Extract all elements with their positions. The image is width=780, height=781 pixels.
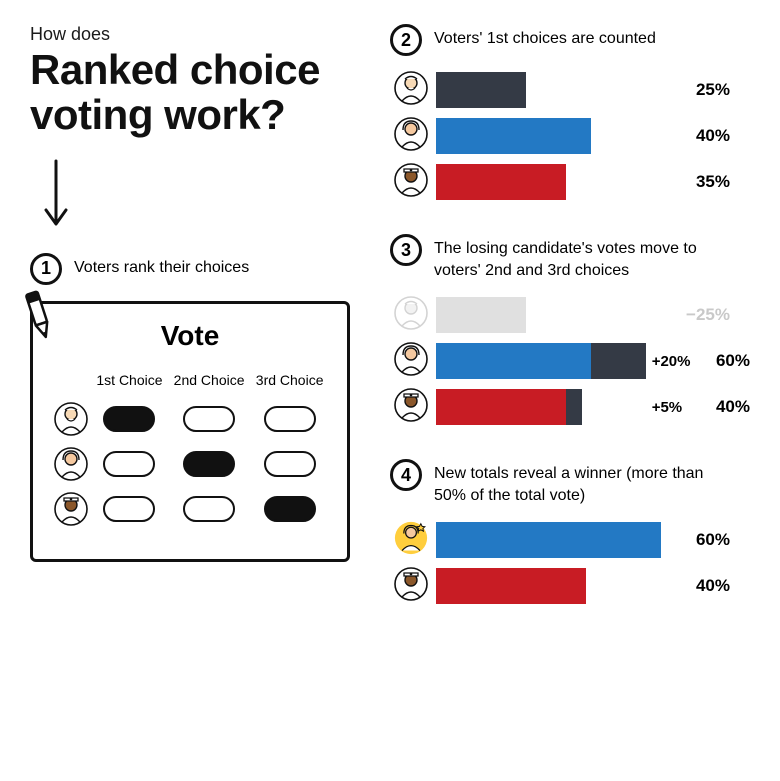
col-3: 3rd Choice	[250, 368, 329, 396]
step-3-number: 3	[390, 234, 422, 266]
pct-4b: 60%	[674, 530, 730, 550]
bar-3b1	[436, 343, 591, 379]
pct-2b: 40%	[674, 126, 730, 146]
bubble-3-3	[264, 496, 316, 522]
bar-2b	[436, 118, 591, 154]
pct-3a: −25%	[674, 305, 730, 325]
step-2-number: 2	[390, 24, 422, 56]
bubble-2-3	[264, 451, 316, 477]
title-small: How does	[30, 24, 370, 45]
arrow-down-icon	[42, 158, 70, 230]
candidate-2-icon	[394, 342, 428, 376]
pct-2c: 35%	[674, 172, 730, 192]
col-1: 1st Choice	[91, 368, 168, 396]
candidate-3-icon	[394, 567, 428, 601]
candidate-3-icon	[394, 388, 428, 422]
pct-3c: 40%	[701, 397, 750, 417]
bubble-1-1	[103, 406, 155, 432]
step-2-text: Voters' 1st choices are counted	[434, 24, 656, 50]
bar-4b	[436, 522, 661, 558]
extra-3b: +20%	[652, 353, 694, 370]
bar-3c1	[436, 389, 566, 425]
pct-2a: 25%	[674, 80, 730, 100]
step-4-number: 4	[390, 459, 422, 491]
step-4-text: New totals reveal a winner (more than 50…	[434, 459, 714, 506]
bar-2c	[436, 164, 566, 200]
col-2: 2nd Choice	[168, 368, 250, 396]
step-3-text: The losing candidate's votes move to vot…	[434, 234, 714, 281]
bar-3c2	[566, 389, 582, 425]
bubble-3-1	[103, 496, 155, 522]
candidate-2-winner-icon	[394, 521, 428, 555]
candidate-1-icon-faded	[394, 296, 428, 330]
step-1-number: 1	[30, 253, 62, 285]
ballot-card: Vote 1st Choice 2nd Choice 3rd Choice	[30, 301, 350, 562]
bubble-1-2	[183, 406, 235, 432]
candidate-2-icon	[394, 117, 428, 151]
step-1-text: Voters rank their choices	[74, 253, 249, 279]
pct-3b: 60%	[701, 351, 750, 371]
candidate-2-icon	[54, 447, 88, 481]
bubble-3-2	[183, 496, 235, 522]
bar-3b2	[591, 343, 646, 379]
bubble-1-3	[264, 406, 316, 432]
extra-3c: +5%	[652, 399, 694, 416]
candidate-3-icon	[54, 492, 88, 526]
title-big: Ranked choice voting work?	[30, 47, 370, 138]
bubble-2-1	[103, 451, 155, 477]
bar-3a	[436, 297, 526, 333]
candidate-1-icon	[54, 402, 88, 436]
candidate-1-icon	[394, 71, 428, 105]
bar-2a	[436, 72, 526, 108]
candidate-3-icon	[394, 163, 428, 197]
ballot-title: Vote	[51, 320, 329, 352]
bar-4c	[436, 568, 586, 604]
pct-4c: 40%	[674, 576, 730, 596]
pen-icon	[15, 286, 63, 346]
bubble-2-2	[183, 451, 235, 477]
